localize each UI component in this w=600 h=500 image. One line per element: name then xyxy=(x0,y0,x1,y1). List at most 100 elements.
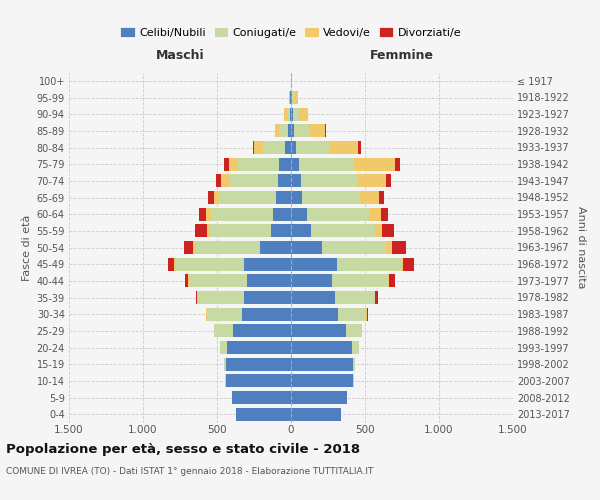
Text: Femmine: Femmine xyxy=(370,48,434,62)
Bar xyxy=(225,374,226,388)
Bar xyxy=(367,308,368,320)
Bar xyxy=(214,191,220,204)
Bar xyxy=(291,374,353,388)
Bar xyxy=(291,124,294,138)
Bar xyxy=(285,141,291,154)
Bar xyxy=(224,158,229,170)
Bar xyxy=(296,141,330,154)
Bar xyxy=(291,141,296,154)
Bar xyxy=(214,324,233,338)
Bar xyxy=(376,291,377,304)
Bar xyxy=(395,158,400,170)
Bar xyxy=(392,241,406,254)
Bar xyxy=(294,124,309,138)
Bar xyxy=(195,224,206,237)
Bar xyxy=(196,291,197,304)
Bar xyxy=(302,191,360,204)
Bar xyxy=(299,158,354,170)
Bar xyxy=(198,291,244,304)
Bar xyxy=(229,174,278,188)
Text: COMUNE DI IVREA (TO) - Dati ISTAT 1° gennaio 2018 - Elaborazione TUTTITALIA.IT: COMUNE DI IVREA (TO) - Dati ISTAT 1° gen… xyxy=(6,468,373,476)
Bar xyxy=(386,174,391,188)
Bar xyxy=(238,158,279,170)
Bar xyxy=(174,258,176,270)
Bar xyxy=(206,308,242,320)
Bar xyxy=(291,324,346,338)
Bar xyxy=(388,274,389,287)
Bar xyxy=(360,191,379,204)
Bar xyxy=(254,141,263,154)
Bar xyxy=(226,358,291,370)
Bar xyxy=(226,374,291,388)
Bar xyxy=(301,174,357,188)
Bar xyxy=(287,108,290,120)
Bar xyxy=(291,391,347,404)
Bar xyxy=(403,258,414,270)
Bar xyxy=(368,208,380,220)
Bar xyxy=(322,241,386,254)
Text: Maschi: Maschi xyxy=(155,48,205,62)
Bar xyxy=(358,141,361,154)
Bar xyxy=(291,341,352,354)
Bar xyxy=(374,224,382,237)
Bar xyxy=(236,408,291,420)
Bar xyxy=(273,208,291,220)
Bar xyxy=(291,291,335,304)
Bar xyxy=(401,258,403,270)
Bar xyxy=(346,324,362,338)
Bar xyxy=(189,274,247,287)
Bar xyxy=(211,208,273,220)
Bar xyxy=(233,324,291,338)
Bar xyxy=(232,391,291,404)
Bar xyxy=(332,274,388,287)
Bar xyxy=(242,308,291,320)
Bar xyxy=(188,274,189,287)
Bar xyxy=(380,208,388,220)
Bar xyxy=(216,174,221,188)
Bar xyxy=(221,174,229,188)
Bar xyxy=(352,341,359,354)
Bar xyxy=(244,258,291,270)
Bar xyxy=(275,124,279,138)
Bar xyxy=(338,308,367,320)
Bar xyxy=(299,108,308,120)
Bar xyxy=(291,174,301,188)
Bar xyxy=(291,308,338,320)
Bar xyxy=(386,241,392,254)
Y-axis label: Fasce di età: Fasce di età xyxy=(22,214,32,280)
Bar xyxy=(291,91,292,104)
Bar xyxy=(193,241,196,254)
Bar xyxy=(253,141,254,154)
Bar xyxy=(279,124,288,138)
Bar xyxy=(335,291,374,304)
Text: Popolazione per età, sesso e stato civile - 2018: Popolazione per età, sesso e stato civil… xyxy=(6,442,360,456)
Bar xyxy=(229,158,238,170)
Bar xyxy=(382,224,394,237)
Bar xyxy=(291,158,299,170)
Bar xyxy=(284,108,287,120)
Bar xyxy=(357,174,386,188)
Bar xyxy=(206,224,211,237)
Bar xyxy=(276,191,291,204)
Bar xyxy=(389,274,395,287)
Bar xyxy=(199,208,206,220)
Bar xyxy=(353,374,354,388)
Bar xyxy=(325,124,326,138)
Bar xyxy=(294,91,298,104)
Bar xyxy=(291,274,332,287)
Bar xyxy=(291,191,302,204)
Bar xyxy=(291,108,293,120)
Bar xyxy=(291,358,353,370)
Bar xyxy=(224,358,226,370)
Bar xyxy=(185,274,188,287)
Bar xyxy=(244,291,291,304)
Bar xyxy=(176,258,244,270)
Legend: Celibi/Nubili, Coniugati/e, Vedovi/e, Divorziati/e: Celibi/Nubili, Coniugati/e, Vedovi/e, Di… xyxy=(121,28,461,38)
Bar xyxy=(291,208,307,220)
Bar xyxy=(291,258,337,270)
Bar xyxy=(292,91,294,104)
Bar xyxy=(354,158,395,170)
Bar xyxy=(311,224,374,237)
Bar xyxy=(196,241,260,254)
Bar xyxy=(330,141,358,154)
